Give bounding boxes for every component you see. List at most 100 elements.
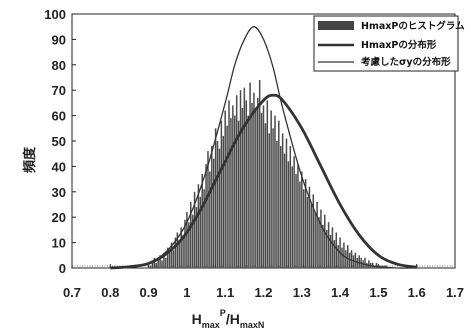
histogram-bar <box>306 196 309 268</box>
histogram-bar <box>281 133 284 268</box>
histogram-bar <box>260 113 263 268</box>
histogram-bar <box>350 250 353 268</box>
histogram-bar <box>316 201 318 268</box>
histogram-bar <box>159 255 161 268</box>
y-tick-label: 50 <box>52 134 66 149</box>
histogram-bar <box>285 138 288 268</box>
y-tick-label: 90 <box>52 32 66 47</box>
histogram-bar <box>375 262 378 268</box>
histogram-bar <box>327 222 330 268</box>
histogram-bar <box>301 171 303 268</box>
histogram-bar <box>220 120 223 269</box>
histogram-bar <box>172 250 175 268</box>
histogram-bar <box>276 141 278 268</box>
histogram-bar <box>216 141 219 268</box>
histogram-bar <box>170 242 173 268</box>
histogram-bar <box>230 118 232 268</box>
histogram-bar <box>274 115 276 268</box>
legend-label-hmaxp: HmaxPの分布形 <box>361 39 437 51</box>
histogram-bar <box>320 209 322 268</box>
histogram-bar <box>345 250 347 268</box>
histogram-bar <box>251 102 253 269</box>
x-axis-label: HmaxP/HmaxN <box>192 308 265 330</box>
histogram-bar <box>308 186 311 268</box>
histogram-bar <box>167 247 169 268</box>
legend-label-histogram: HmaxPのヒストグラム <box>361 20 465 32</box>
histogram-bar <box>153 257 156 268</box>
histogram-bar <box>199 196 202 268</box>
histogram-bar <box>232 105 234 268</box>
legend: HmaxPのヒストグラム HmaxPの分布形 考慮したσyの分布形 <box>313 15 465 72</box>
histogram-bar <box>268 133 270 268</box>
histogram-bar <box>368 260 370 268</box>
histogram-bar <box>310 204 313 268</box>
y-tick-label: 100 <box>44 7 66 22</box>
y-axis-label: 頻度 <box>22 146 38 173</box>
histogram-bar <box>287 161 290 268</box>
histogram-bar <box>312 194 315 268</box>
x-tick-label: 1.7 <box>446 285 464 300</box>
x-tick-label: 1.5 <box>369 285 387 300</box>
y-tick-label: 60 <box>52 109 66 124</box>
histogram-bar <box>283 153 286 268</box>
histogram-bar <box>318 217 320 268</box>
histogram-bar <box>341 247 343 268</box>
histogram-bar <box>299 181 301 268</box>
x-tick-label: 1.1 <box>216 285 234 300</box>
histogram-bar <box>207 151 209 268</box>
y-tick-label: 0 <box>59 261 66 276</box>
svg-text:HmaxP/HmaxN: HmaxP/HmaxN <box>192 308 265 330</box>
histogram-bar <box>212 158 215 268</box>
histogram-bar <box>193 191 196 268</box>
histogram-bar <box>258 80 261 268</box>
histogram-bar <box>331 227 334 268</box>
x-tick-label: 1.3 <box>293 285 311 300</box>
histogram-bar <box>247 115 249 268</box>
histogram-bar <box>295 174 297 268</box>
histogram-bar <box>189 201 192 268</box>
histogram-bar <box>218 148 221 268</box>
histogram-bar <box>364 257 366 268</box>
histogram-bar <box>329 234 332 268</box>
histogram-bar <box>191 214 194 268</box>
histogram-bar <box>182 234 184 268</box>
histogram-bar <box>293 156 295 268</box>
histogram-bar <box>266 100 269 268</box>
histogram-bar <box>245 100 248 268</box>
histogram-bar <box>272 128 274 268</box>
x-tick-label: 1.4 <box>331 285 350 300</box>
histogram-bar <box>347 245 349 268</box>
histogram-bar <box>161 260 163 268</box>
histogram-bar <box>209 171 211 268</box>
histogram-bar <box>279 146 282 268</box>
y-tick-label: 80 <box>52 58 66 73</box>
x-tick-label: 0.7 <box>63 285 81 300</box>
y-tick-label: 70 <box>52 83 66 98</box>
histogram-bar <box>214 128 217 268</box>
histogram-bar <box>354 252 357 268</box>
histogram-bars <box>149 80 387 269</box>
histogram-bar <box>195 207 198 268</box>
histogram-bar <box>222 135 225 268</box>
histogram-bar <box>335 232 338 268</box>
histogram-bar <box>178 240 180 268</box>
histogram-bar <box>291 166 293 268</box>
histogram-bar <box>358 255 360 268</box>
legend-label-sigma: 考慮したσyの分布形 <box>361 56 451 68</box>
histogram-bar <box>180 227 182 268</box>
histogram-bar <box>314 212 316 268</box>
histogram-bar <box>302 189 305 268</box>
histogram-bar <box>352 255 355 268</box>
distribution-curves <box>110 26 417 270</box>
histogram-bar <box>203 189 205 268</box>
legend-swatch-histogram <box>318 21 354 30</box>
histogram-bar <box>289 146 292 268</box>
histogram-bar <box>333 240 336 268</box>
histogram-bar <box>188 222 190 268</box>
histogram-bar <box>324 214 326 268</box>
histogram-bar <box>163 252 165 268</box>
histogram-bar <box>201 174 203 268</box>
histogram-bar <box>165 257 167 268</box>
histogram-bar <box>157 260 159 268</box>
histogram-bar <box>235 95 238 268</box>
